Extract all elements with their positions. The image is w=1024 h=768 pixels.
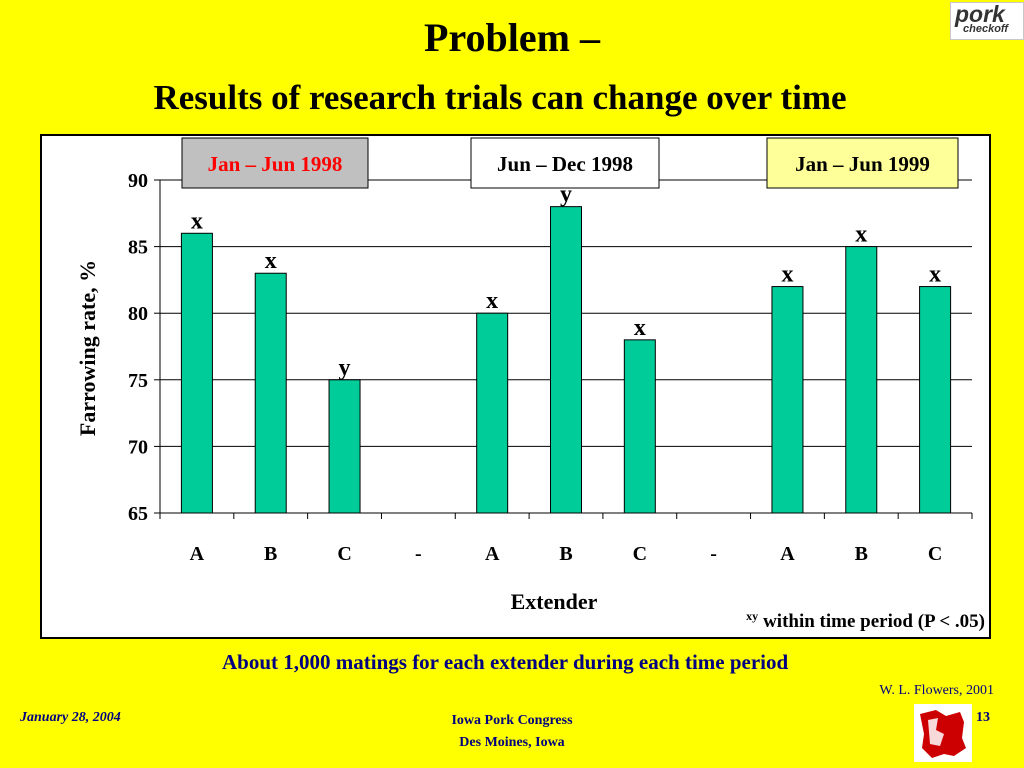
category-label-8: A bbox=[780, 543, 795, 565]
period-label-2: Jan – Jun 1999 bbox=[795, 152, 930, 176]
matings-footnote: About 1,000 matings for each extender du… bbox=[222, 650, 789, 674]
y-tick-label-1: 70 bbox=[128, 436, 148, 458]
footer-event: Iowa Pork Congress Des Moines, Iowa bbox=[362, 710, 662, 754]
category-label-10: C bbox=[928, 543, 942, 565]
logo-text-checkoff: checkoff bbox=[963, 23, 1009, 35]
y-axis-title: Farrowing rate, % bbox=[75, 260, 100, 436]
category-label-4: A bbox=[485, 543, 500, 565]
bar-4 bbox=[476, 312, 509, 514]
category-label-6: C bbox=[633, 543, 647, 565]
period-box-2 bbox=[766, 137, 959, 189]
category-label-1: B bbox=[264, 543, 277, 565]
source-credit: W. L. Flowers, 2001 bbox=[879, 683, 994, 698]
category-label-5: B bbox=[559, 543, 572, 565]
bar-letter-9: x bbox=[855, 222, 867, 248]
significance-note-text: within time period (P < .05) bbox=[763, 611, 985, 632]
category-label-0: A bbox=[190, 543, 205, 565]
bar-6 bbox=[623, 339, 656, 514]
y-tick-label-5: 90 bbox=[128, 170, 148, 192]
category-label-7: - bbox=[710, 543, 717, 565]
bar-1 bbox=[254, 272, 287, 514]
footer-date: January 28, 2004 bbox=[20, 710, 121, 725]
period-box-1 bbox=[470, 137, 660, 189]
bar-8 bbox=[771, 286, 804, 514]
y-tick-label-0: 65 bbox=[128, 503, 148, 525]
category-label-9: B bbox=[855, 543, 868, 565]
bar-letter-6: x bbox=[634, 315, 646, 341]
significance-note: xy within time period (P < .05) bbox=[746, 609, 985, 632]
bar-0 bbox=[180, 232, 213, 514]
y-tick-label-4: 85 bbox=[128, 237, 148, 259]
bar-2 bbox=[328, 379, 361, 514]
y-tick-label-3: 80 bbox=[128, 303, 148, 325]
bar-9 bbox=[845, 246, 878, 514]
page-number: 13 bbox=[976, 710, 990, 725]
bar-letter-1: x bbox=[265, 248, 277, 274]
period-label-0: Jan – Jun 1998 bbox=[208, 152, 343, 176]
bar-5 bbox=[549, 206, 583, 514]
bar-letter-0: x bbox=[191, 208, 203, 234]
bar-letter-10: x bbox=[929, 262, 941, 288]
category-label-2: C bbox=[337, 543, 351, 565]
category-label-3: - bbox=[415, 543, 422, 565]
bar-letter-4: x bbox=[486, 288, 498, 314]
logo-text-pork: pork bbox=[955, 1, 1005, 27]
ohio-state-logo-icon bbox=[914, 704, 972, 762]
bar-10 bbox=[919, 286, 952, 514]
footer-event-name: Iowa Pork Congress bbox=[451, 713, 573, 728]
y-tick-label-2: 75 bbox=[128, 370, 148, 392]
pork-checkoff-logo: pork checkoff bbox=[950, 1, 1024, 40]
slide-title: Problem – bbox=[424, 15, 600, 60]
period-box-0 bbox=[181, 137, 369, 189]
slide-subtitle: Results of research trials can change ov… bbox=[153, 78, 847, 117]
bar-letter-8: x bbox=[781, 262, 793, 288]
period-label-1: Jun – Dec 1998 bbox=[497, 152, 633, 176]
footer-event-location: Des Moines, Iowa bbox=[459, 735, 565, 750]
significance-note-superscript: xy bbox=[746, 609, 758, 623]
x-axis-title: Extender bbox=[511, 589, 598, 614]
bar-letter-2: y bbox=[339, 355, 351, 381]
